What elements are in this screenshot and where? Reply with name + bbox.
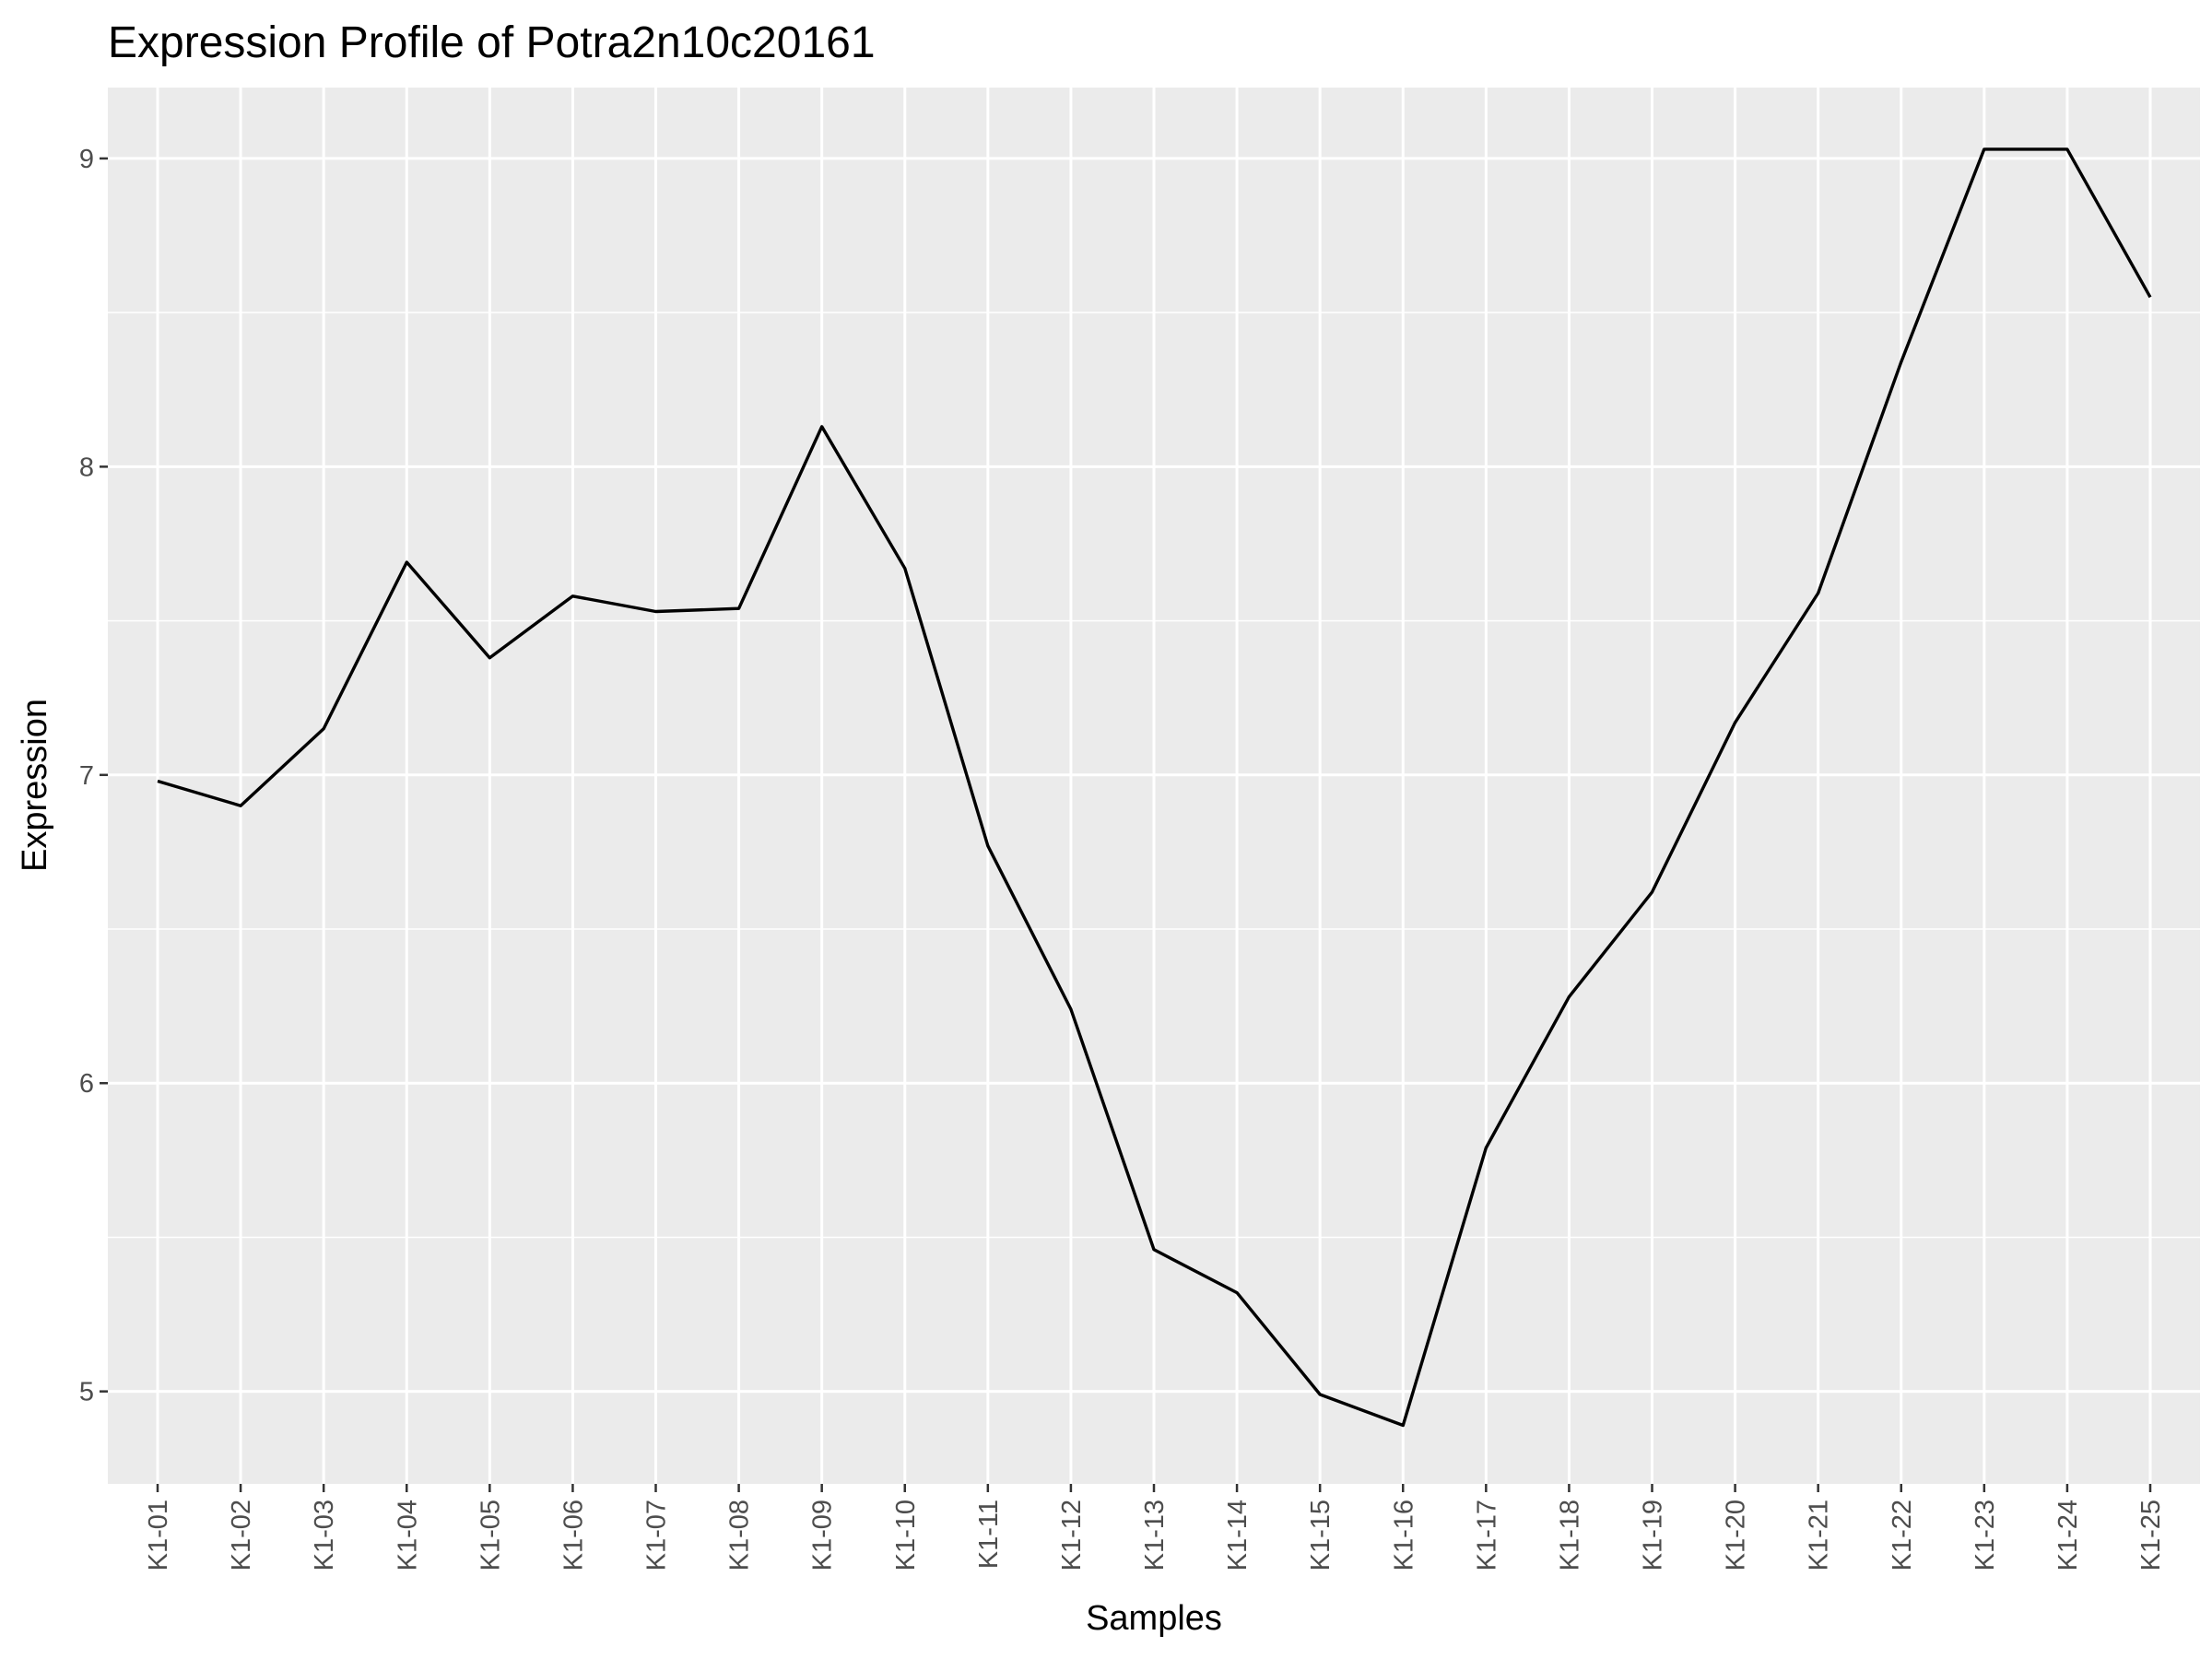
x-tick-label: K1-11 xyxy=(974,1500,1004,1569)
x-tick-label: K1-01 xyxy=(144,1500,173,1571)
x-tick-label: K1-19 xyxy=(1639,1500,1668,1571)
x-tick-label: K1-24 xyxy=(2053,1500,2083,1571)
x-tick-label: K1-03 xyxy=(310,1500,339,1571)
x-tick-label: K1-09 xyxy=(808,1500,838,1571)
x-tick-label: K1-08 xyxy=(725,1500,755,1571)
x-tick-label: K1-16 xyxy=(1389,1500,1418,1571)
y-tick-label: 9 xyxy=(79,145,94,174)
x-tick-label: K1-02 xyxy=(227,1500,256,1571)
x-tick-label: K1-10 xyxy=(891,1500,921,1571)
x-tick-label: K1-21 xyxy=(1805,1500,1834,1571)
x-tick-label: K1-22 xyxy=(1888,1500,1917,1571)
x-tick-label: K1-23 xyxy=(1971,1500,2000,1571)
x-tick-label: K1-05 xyxy=(476,1500,505,1571)
x-tick-label: K1-12 xyxy=(1057,1500,1087,1571)
x-axis-title: Samples xyxy=(1086,1599,1222,1638)
y-tick-label: 5 xyxy=(79,1378,94,1407)
y-axis: 5 6 7 8 9 xyxy=(79,145,108,1407)
x-tick-label: K1-18 xyxy=(1555,1500,1584,1571)
series-line xyxy=(157,147,2152,1428)
x-tick-label: K1-13 xyxy=(1140,1500,1170,1571)
x-tick-label: K1-25 xyxy=(2136,1500,2166,1571)
y-tick-label: 7 xyxy=(79,761,94,791)
y-tick-label: 8 xyxy=(79,453,94,482)
y-axis-title: Expression xyxy=(16,699,54,872)
x-tick-label: K1-17 xyxy=(1472,1500,1501,1571)
x-tick-label: K1-07 xyxy=(642,1500,672,1571)
x-axis: K1-01 K1-02 K1-03 K1-04 K1-05 K1-06 K1-07 K1-08… xyxy=(144,1484,2166,1571)
y-tick-label: 6 xyxy=(79,1069,94,1099)
x-tick-label: K1-20 xyxy=(1722,1500,1751,1571)
major-gridlines xyxy=(108,88,2200,1484)
x-tick-label: K1-06 xyxy=(559,1500,588,1571)
x-tick-label: K1-04 xyxy=(393,1500,422,1571)
chart-title: Expression Profile of Potra2n10c20161 xyxy=(108,18,876,67)
x-tick-label: K1-14 xyxy=(1223,1500,1253,1571)
x-tick-label: K1-15 xyxy=(1306,1500,1335,1571)
